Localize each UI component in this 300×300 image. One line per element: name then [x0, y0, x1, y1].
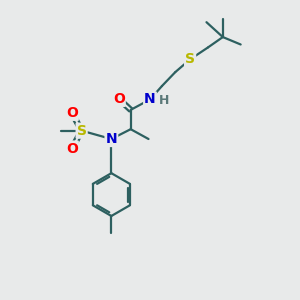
- Text: S: S: [76, 124, 87, 138]
- Text: H: H: [159, 94, 169, 107]
- Text: S: S: [185, 52, 195, 66]
- Text: O: O: [113, 92, 125, 106]
- Text: N: N: [106, 132, 117, 146]
- Text: N: N: [144, 92, 156, 106]
- Text: O: O: [66, 106, 78, 120]
- Text: O: O: [66, 142, 78, 155]
